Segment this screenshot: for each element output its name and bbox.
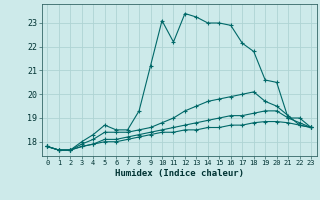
X-axis label: Humidex (Indice chaleur): Humidex (Indice chaleur) (115, 169, 244, 178)
